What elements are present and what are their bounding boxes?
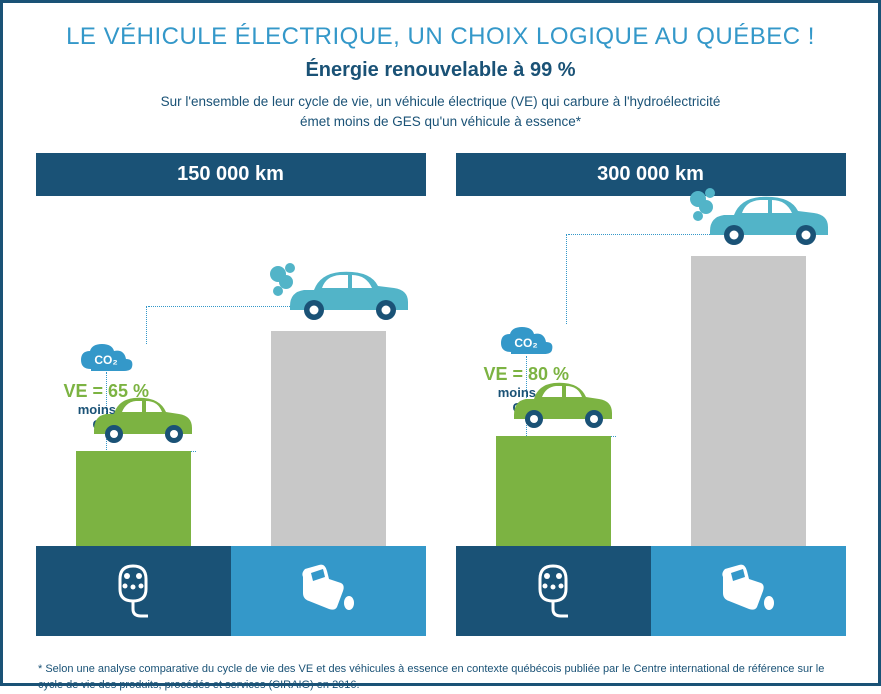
ev-slot-2 bbox=[456, 196, 651, 546]
gas-slot-1 bbox=[231, 196, 426, 546]
gas-bar-2 bbox=[691, 256, 806, 546]
gas-pump-icon-2 bbox=[717, 563, 779, 618]
panels-row: 150 000 km CO₂ VE = 65 % moins de bbox=[33, 153, 848, 636]
panel-1-header: 150 000 km bbox=[36, 153, 426, 196]
ev-plug-icon bbox=[108, 561, 158, 621]
gas-car-icon bbox=[266, 256, 416, 331]
gas-pump-slot-1 bbox=[231, 546, 426, 636]
panel-2-body: CO₂ VE = 80 % moins de GES bbox=[456, 196, 846, 546]
ev-bar-1 bbox=[76, 451, 191, 546]
gas-pump-icon bbox=[297, 563, 359, 618]
ev-car-icon-2 bbox=[504, 373, 624, 436]
ev-slot-1 bbox=[36, 196, 231, 546]
gas-car-icon-2 bbox=[686, 181, 836, 256]
bars-1 bbox=[36, 196, 426, 546]
desc-line-1: Sur l'ensemble de leur cycle de vie, un … bbox=[161, 94, 721, 109]
description: Sur l'ensemble de leur cycle de vie, un … bbox=[33, 92, 848, 133]
infographic-frame: LE VÉHICULE ÉLECTRIQUE, UN CHOIX LOGIQUE… bbox=[0, 0, 881, 686]
gas-bar-1 bbox=[271, 331, 386, 546]
subtitle: Énergie renouvelable à 99 % bbox=[33, 59, 848, 82]
gas-slot-2 bbox=[651, 196, 846, 546]
ev-plug-slot-2 bbox=[456, 546, 651, 636]
panel-1-footer bbox=[36, 546, 426, 636]
desc-line-2: émet moins de GES qu'un véhicule à essen… bbox=[300, 114, 581, 129]
ev-bar-2 bbox=[496, 436, 611, 546]
main-title: LE VÉHICULE ÉLECTRIQUE, UN CHOIX LOGIQUE… bbox=[33, 23, 848, 51]
ev-car-icon bbox=[84, 388, 204, 451]
panel-2-footer bbox=[456, 546, 846, 636]
panel-150k: 150 000 km CO₂ VE = 65 % moins de bbox=[36, 153, 426, 636]
footnote: * Selon une analyse comparative du cycle… bbox=[33, 661, 848, 694]
ev-plug-slot-1 bbox=[36, 546, 231, 636]
bars-2 bbox=[456, 196, 846, 546]
panel-300k: 300 000 km CO₂ VE = 80 % moins de GES bbox=[456, 153, 846, 636]
ev-plug-icon-2 bbox=[528, 561, 578, 621]
panel-1-body: CO₂ VE = 65 % moins de GES bbox=[36, 196, 426, 546]
gas-pump-slot-2 bbox=[651, 546, 846, 636]
